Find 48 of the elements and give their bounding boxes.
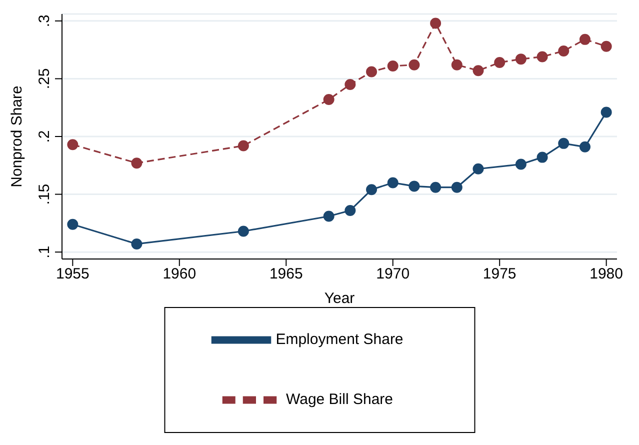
x-tick-label: 1975	[482, 266, 516, 283]
point	[323, 210, 334, 222]
y-tick-label: .3	[36, 14, 53, 28]
point	[366, 66, 378, 78]
point	[536, 51, 548, 62]
point	[600, 106, 612, 118]
point	[408, 180, 420, 192]
point	[472, 65, 484, 76]
point	[536, 152, 548, 163]
point	[600, 40, 612, 52]
point	[558, 138, 570, 149]
point	[430, 182, 442, 193]
point	[451, 59, 462, 70]
point	[67, 139, 78, 150]
point	[579, 141, 590, 152]
y-axis-title: Nonprod Share	[8, 86, 26, 188]
point	[472, 163, 484, 174]
x-axis-title: Year	[324, 290, 355, 307]
point	[344, 204, 356, 216]
point	[131, 158, 142, 169]
y-tick-label: .15	[36, 184, 53, 205]
legend-label: Wage Bill Share	[286, 390, 393, 408]
point	[344, 78, 356, 90]
x-tick-label: 1970	[376, 266, 410, 283]
point	[515, 158, 526, 170]
point	[366, 184, 378, 196]
point	[131, 238, 142, 250]
point	[238, 140, 249, 152]
point	[387, 60, 398, 72]
y-tick-label: .1	[36, 246, 53, 258]
point	[515, 54, 526, 65]
point	[451, 182, 462, 193]
y-tick-label: .25	[36, 68, 53, 90]
point	[430, 18, 442, 29]
point	[408, 59, 420, 70]
point	[494, 57, 506, 68]
point	[387, 177, 398, 188]
x-tick-label: 1955	[56, 266, 90, 283]
point	[238, 226, 249, 237]
x-tick-label: 1980	[590, 266, 624, 283]
point	[558, 45, 570, 56]
x-tick-label: 1960	[162, 266, 196, 283]
point	[67, 218, 78, 230]
point	[579, 34, 590, 45]
point	[323, 94, 334, 106]
y-tick-label: .2	[36, 130, 53, 143]
x-tick-label: 1965	[269, 266, 303, 283]
legend-label: Employment Share	[276, 330, 404, 348]
